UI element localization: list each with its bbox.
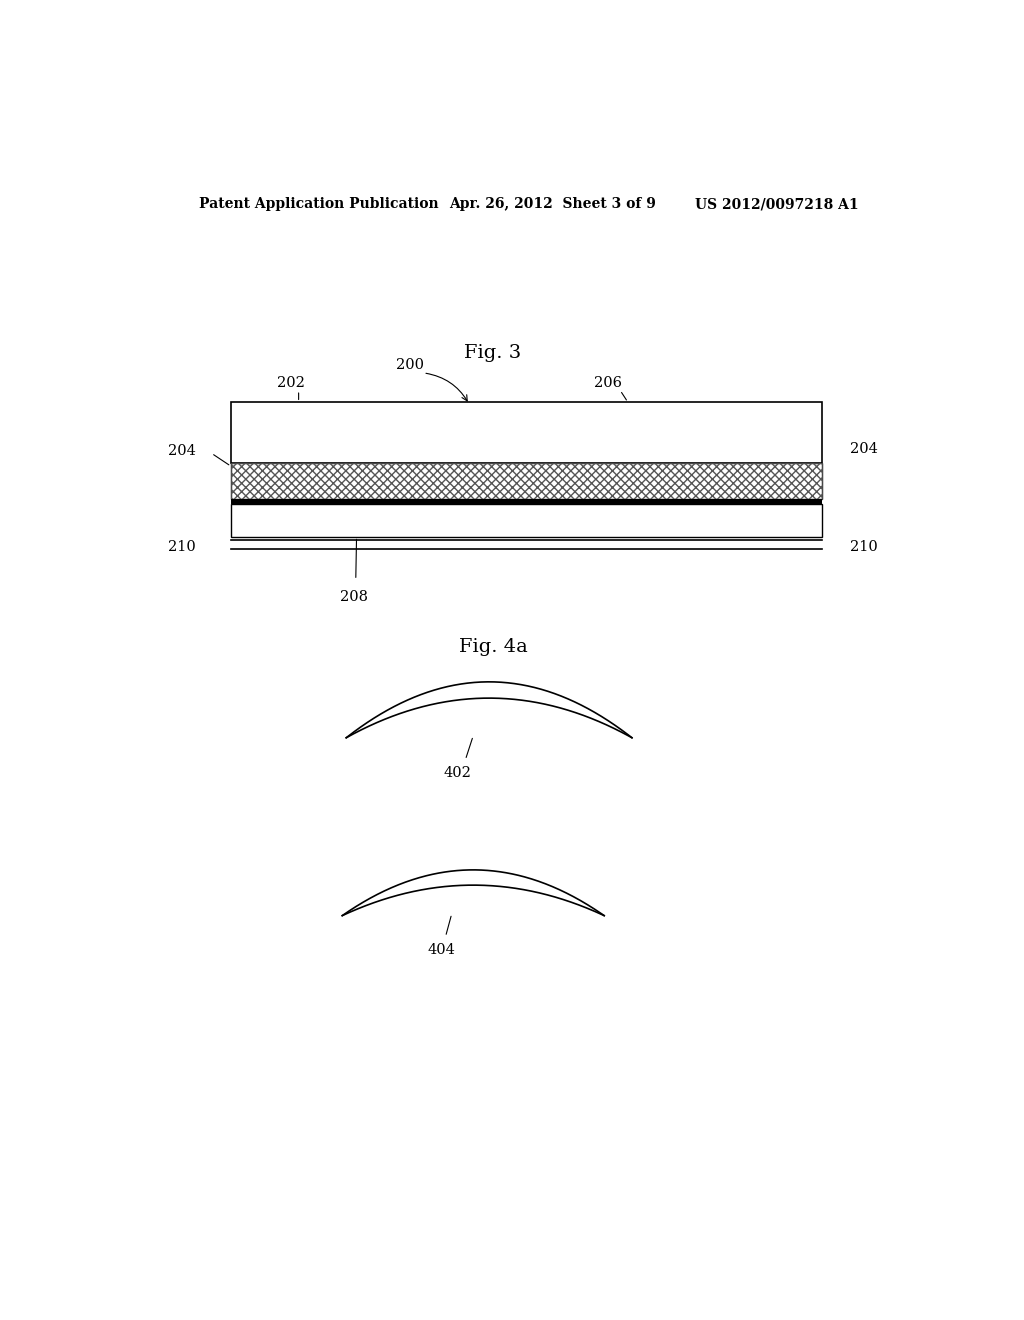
Text: 202: 202 [276, 376, 304, 391]
Text: 204: 204 [168, 444, 196, 458]
Text: 200: 200 [395, 358, 424, 372]
Text: 402: 402 [443, 766, 471, 780]
Text: Patent Application Publication: Patent Application Publication [200, 197, 439, 211]
Text: 210: 210 [850, 540, 878, 553]
Text: Apr. 26, 2012  Sheet 3 of 9: Apr. 26, 2012 Sheet 3 of 9 [450, 197, 656, 211]
Bar [231, 499, 822, 504]
Bar [231, 403, 822, 463]
Polygon shape [346, 682, 632, 738]
Text: 204: 204 [850, 442, 878, 457]
Text: US 2012/0097218 A1: US 2012/0097218 A1 [695, 197, 859, 211]
Polygon shape [342, 870, 604, 916]
Text: 210: 210 [168, 540, 196, 553]
Text: Fig. 3: Fig. 3 [465, 343, 521, 362]
Text: 404: 404 [428, 942, 456, 957]
Bar [231, 463, 822, 499]
Bar [231, 463, 822, 499]
Text: 206: 206 [594, 376, 623, 391]
Bar [231, 504, 822, 536]
Text: 208: 208 [340, 590, 369, 605]
Text: Fig. 4a: Fig. 4a [459, 639, 527, 656]
